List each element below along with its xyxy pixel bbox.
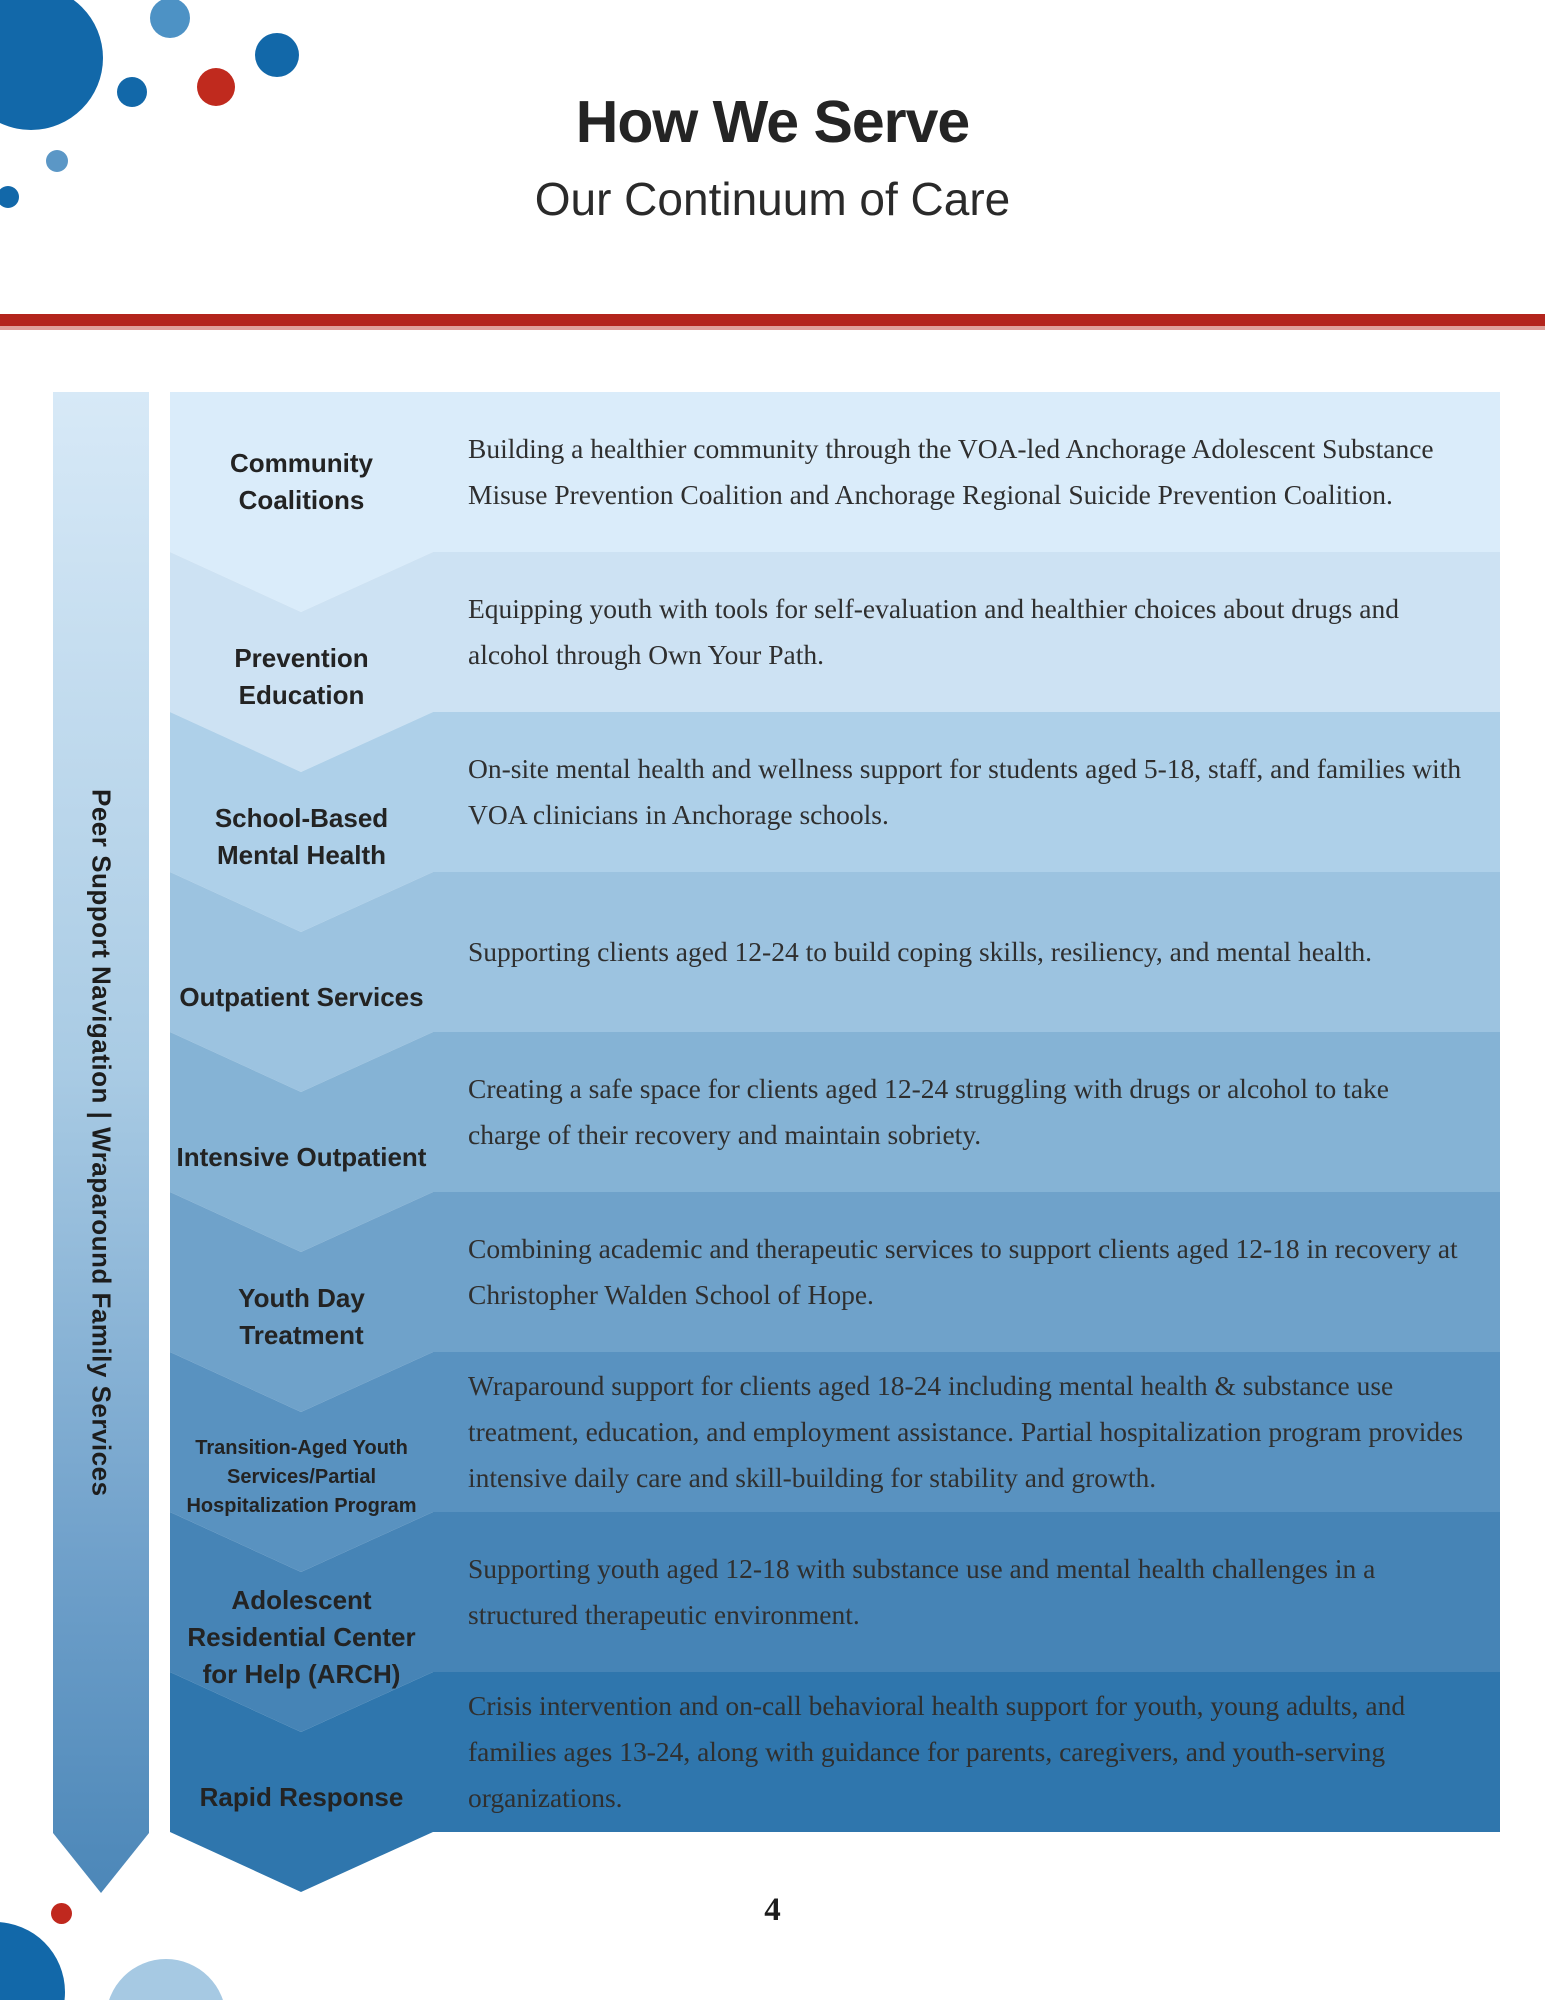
decor-circle-right-blue (255, 33, 299, 77)
service-label: Rapid Response (199, 1781, 404, 1812)
decor-circle-bottom-red (51, 1903, 72, 1924)
service-label: Adolescent Residential Center for Help (… (187, 1584, 416, 1689)
decor-circle-bottom-big-blue (0, 1922, 65, 2000)
decor-circle-edge-blue (0, 186, 19, 208)
service-description: Wraparound support for clients aged 18-2… (468, 1370, 1464, 1493)
decor-circle-tiny-light (46, 150, 68, 172)
service-label: Prevention Education (234, 643, 369, 710)
decor-circle-steel-blue (150, 0, 190, 38)
page-title: How We Serve (575, 89, 971, 155)
service-label: Outpatient Services (179, 981, 424, 1012)
service-label: Transition-Aged Youth Services/Partial H… (186, 1436, 417, 1517)
service-description: Building a healthier community through t… (468, 433, 1434, 510)
service-description: Creating a safe space for clients aged 1… (468, 1073, 1389, 1150)
service-description: On-site mental health and wellness suppo… (468, 753, 1462, 830)
decor-circle-small-blue (117, 77, 147, 107)
service-description: Combining academic and therapeutic servi… (468, 1233, 1458, 1310)
service-description: Equipping youth with tools for self-eval… (468, 593, 1399, 670)
page-subtitle: Our Continuum of Care (534, 173, 1011, 225)
service-label: Intensive Outpatient (176, 1141, 427, 1172)
service-label: Community Coalitions (230, 448, 373, 515)
service-description: Supporting clients aged 12-24 to build c… (468, 936, 1373, 967)
decor-circle-red (197, 68, 235, 106)
service-description: Supporting youth aged 12-18 with substan… (468, 1553, 1376, 1630)
service-label: Youth Day Treatment (238, 1283, 365, 1350)
service-label: School-Based Mental Health (214, 803, 389, 870)
red-divider (0, 314, 1545, 330)
banner-label: Peer Support Navigation | Wraparound Fam… (86, 788, 117, 1497)
peer-support-banner: Peer Support Navigation | Wraparound Fam… (53, 392, 149, 1893)
service-description: Crisis intervention and on-call behavior… (468, 1690, 1406, 1813)
page-number: 4 (764, 1892, 781, 1928)
decor-circle-bottom-light-blue (106, 1959, 226, 2000)
